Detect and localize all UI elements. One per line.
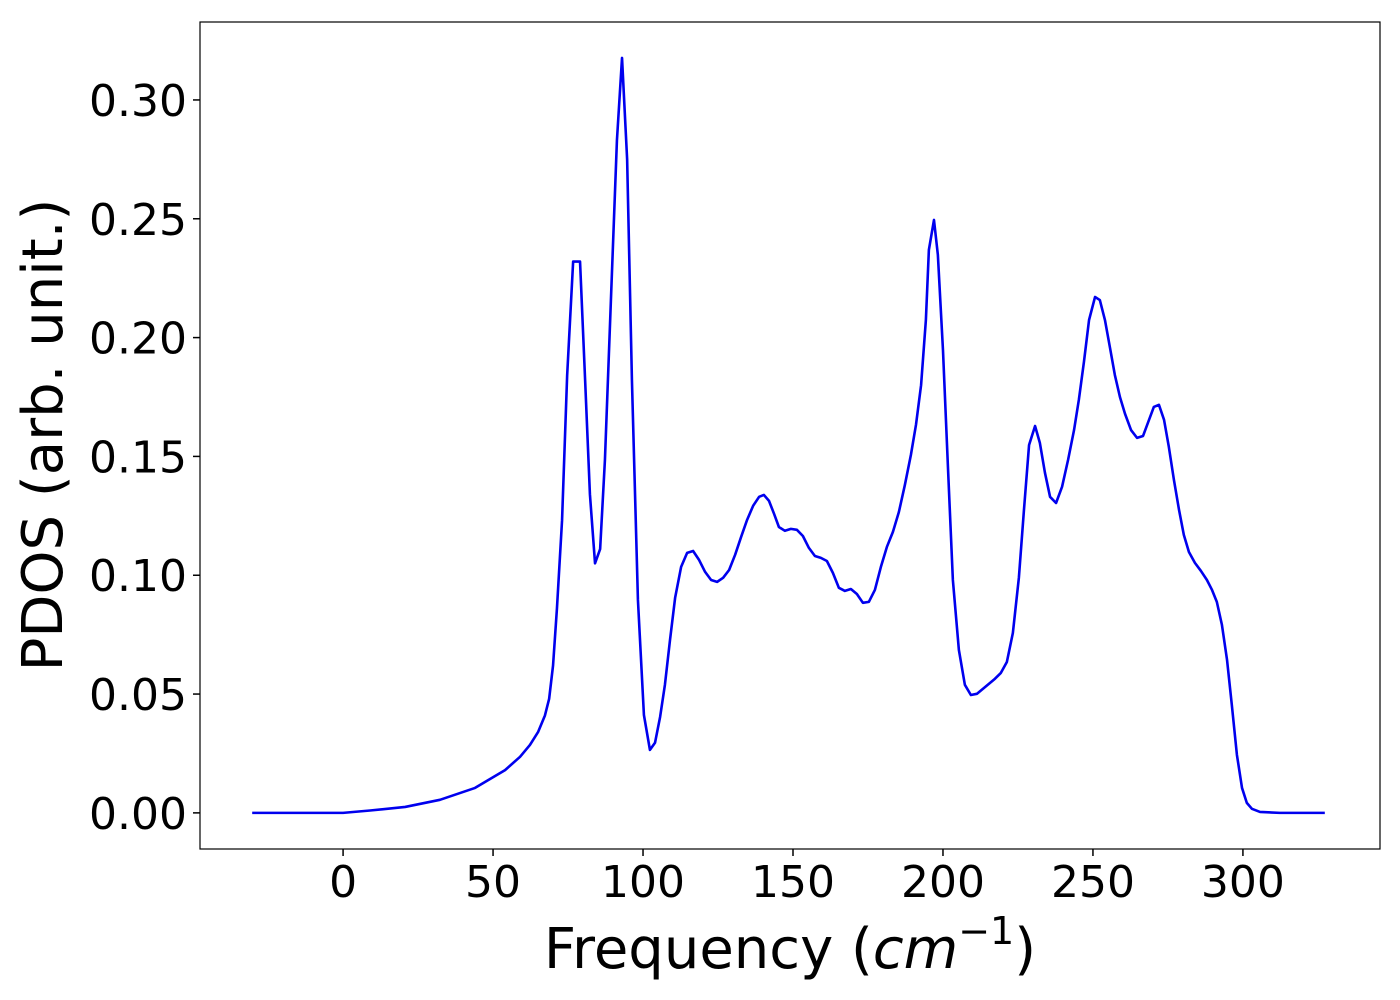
y-tick-label: 0.15 <box>89 432 187 483</box>
data-line <box>252 56 1325 815</box>
y-tick-label: 0.05 <box>89 670 187 721</box>
x-tick-label: 300 <box>1201 857 1285 908</box>
x-tick-label: 100 <box>601 857 685 908</box>
y-tick-label: 0.00 <box>89 789 187 840</box>
x-tick-label: 150 <box>751 857 835 908</box>
x-label-part: cm <box>873 917 958 982</box>
y-tick-label: 0.20 <box>89 314 187 365</box>
x-tick-label: 250 <box>1051 857 1135 908</box>
x-label-part: Frequency ( <box>544 917 873 982</box>
x-axis-label: Frequency (cm−1) <box>544 909 1036 982</box>
x-tick-label: 0 <box>329 857 357 908</box>
y-tick-label: 0.10 <box>89 551 187 602</box>
y-axis-label: PDOS (arb. unit.) <box>11 199 76 672</box>
y-tick-label: 0.25 <box>89 195 187 246</box>
x-label-part: −1 <box>958 909 1014 953</box>
y-tick-label: 0.30 <box>89 76 187 127</box>
x-tick-label: 50 <box>465 857 521 908</box>
plot-frame <box>199 21 1381 850</box>
x-label-part: ) <box>1014 917 1036 982</box>
x-tick-label: 200 <box>901 857 985 908</box>
